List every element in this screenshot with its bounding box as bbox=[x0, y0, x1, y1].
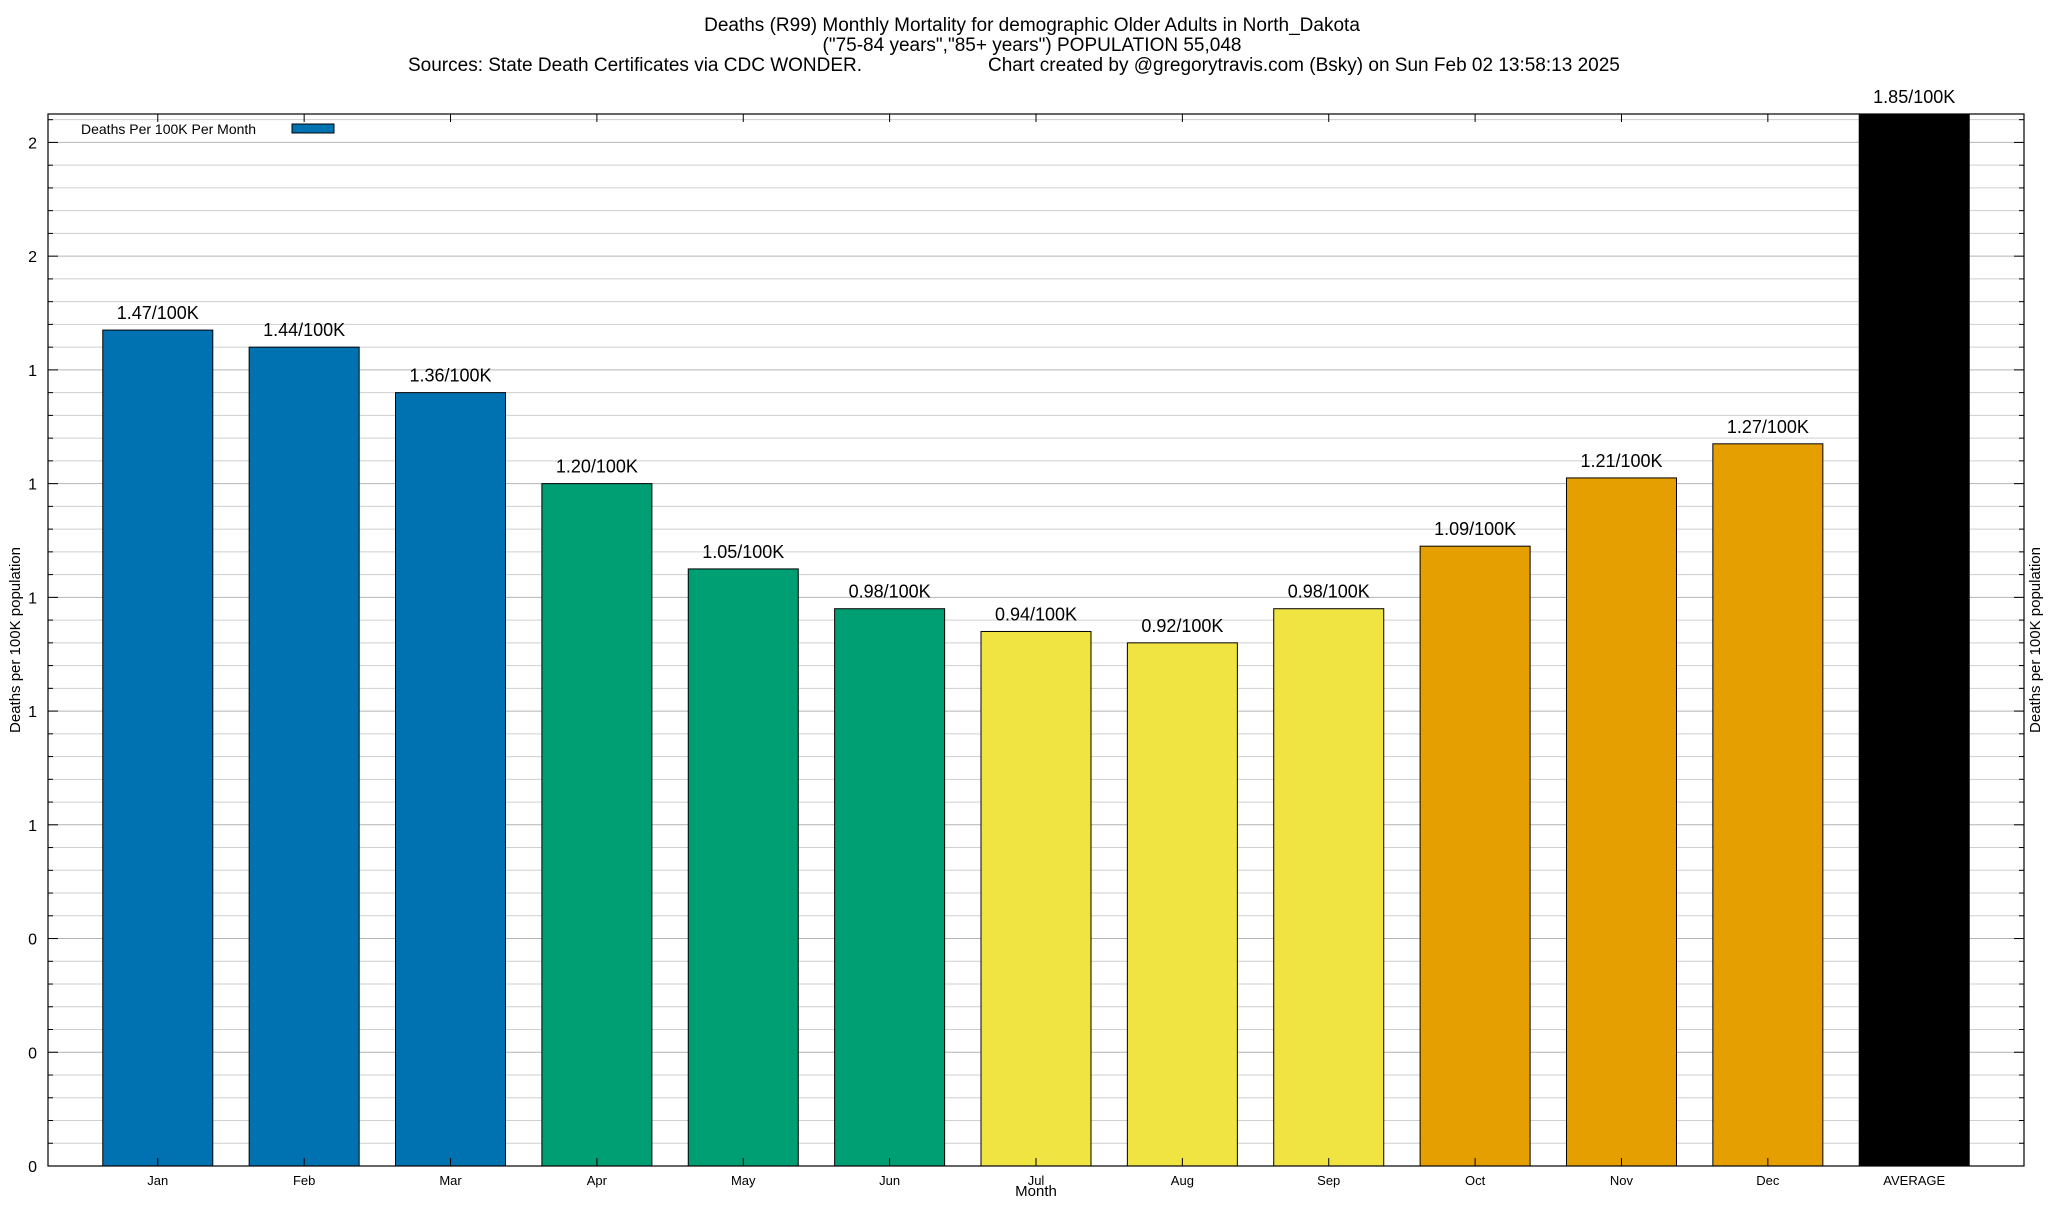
y-tick-label: 1 bbox=[28, 590, 37, 607]
y-tick-label: 1 bbox=[28, 363, 37, 380]
bar-may bbox=[687, 568, 799, 1167]
bar-value-label: 0.98/100K bbox=[1288, 582, 1370, 602]
x-tick-label: Aug bbox=[1171, 1173, 1194, 1188]
chart-sources: Sources: State Death Certificates via CD… bbox=[408, 55, 862, 76]
x-tick-label: Feb bbox=[293, 1173, 315, 1188]
y-tick-label: 0 bbox=[28, 932, 37, 949]
y-tick-label: 2 bbox=[28, 249, 37, 266]
y-tick-label: 1 bbox=[28, 704, 37, 721]
chart-subtitle: ("75-84 years","85+ years") POPULATION 5… bbox=[823, 35, 1242, 56]
bar-value-label: 1.27/100K bbox=[1727, 417, 1809, 437]
y-tick-label: 0 bbox=[28, 1159, 37, 1176]
legend: Deaths Per 100K Per Month bbox=[81, 121, 335, 137]
x-tick-label: Dec bbox=[1756, 1173, 1780, 1188]
bar-jan bbox=[102, 329, 214, 1167]
bar-value-label: 0.92/100K bbox=[1141, 616, 1223, 636]
bar-dec bbox=[1712, 443, 1824, 1167]
legend-swatch bbox=[291, 123, 335, 134]
bar-value-label: 0.98/100K bbox=[849, 582, 931, 602]
bar-value-label: 1.20/100K bbox=[556, 457, 638, 477]
bar-value-labels: 1.47/100K 1.44/100K 1.36/100K 1.20/100K 1.05… bbox=[117, 87, 1956, 636]
chart-title: Deaths (R99) Monthly Mortality for demog… bbox=[704, 15, 1360, 36]
x-axis-label: Month bbox=[1015, 1183, 1057, 1200]
x-tick-label: Jan bbox=[147, 1173, 168, 1188]
x-tick-label: Jul bbox=[1028, 1173, 1045, 1188]
bar-apr bbox=[541, 483, 653, 1167]
y-tick-label: 0 bbox=[28, 1045, 37, 1062]
x-tick-label: Oct bbox=[1465, 1173, 1486, 1188]
x-tick-label: May bbox=[731, 1173, 756, 1188]
bar-jul bbox=[980, 630, 1092, 1167]
bar-aug bbox=[1126, 642, 1238, 1167]
bar-jun bbox=[834, 608, 946, 1167]
bar-value-label: 1.44/100K bbox=[263, 320, 345, 340]
x-tick-label: AVERAGE bbox=[1883, 1173, 1945, 1188]
bar-oct bbox=[1419, 545, 1531, 1167]
bar-value-label: 1.05/100K bbox=[702, 542, 784, 562]
bar-value-label: 1.47/100K bbox=[117, 303, 199, 323]
axis-ticks: 0 0 0 1 1 1 1 1 2 2 bbox=[28, 114, 2024, 1176]
y-axis-label-right: Deaths per 100K population bbox=[2027, 547, 2044, 733]
bars bbox=[102, 113, 1970, 1167]
bar-average bbox=[1858, 113, 1970, 1167]
bar-sep bbox=[1273, 608, 1385, 1167]
y-axis-label-left: Deaths per 100K population bbox=[7, 547, 24, 733]
x-tick-label: Mar bbox=[439, 1173, 462, 1188]
bar-nov bbox=[1565, 477, 1677, 1167]
x-tick-label: Sep bbox=[1317, 1173, 1340, 1188]
x-tick-label: Jun bbox=[879, 1173, 900, 1188]
y-tick-label: 2 bbox=[28, 135, 37, 152]
chart-credit: Chart created by @gregorytravis.com (Bsk… bbox=[988, 55, 1620, 76]
bar-value-label: 1.36/100K bbox=[409, 366, 491, 386]
bar-value-label: 0.94/100K bbox=[995, 604, 1077, 624]
bar-value-label: 1.85/100K bbox=[1873, 87, 1955, 107]
bar-feb bbox=[248, 346, 360, 1167]
bar-value-label: 1.21/100K bbox=[1580, 451, 1662, 471]
x-tick-label: Nov bbox=[1610, 1173, 1634, 1188]
legend-label: Deaths Per 100K Per Month bbox=[81, 121, 256, 137]
bar-mar bbox=[395, 392, 507, 1167]
category-labels: Jan Feb Mar Apr May Jun Jul Aug Sep Oct Nov Dec AVER… bbox=[147, 1173, 1945, 1188]
y-tick-label: 1 bbox=[28, 818, 37, 835]
bar-value-label: 1.09/100K bbox=[1434, 519, 1516, 539]
y-tick-label: 1 bbox=[28, 477, 37, 494]
x-tick-label: Apr bbox=[587, 1173, 608, 1188]
